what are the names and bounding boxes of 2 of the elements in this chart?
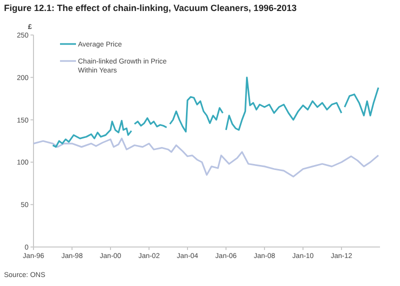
- line-series: [32, 138, 380, 178]
- chart-title: Figure 12.1: The effect of chain-linking, Vacuum Cleaners, 1996-2013: [4, 3, 297, 13]
